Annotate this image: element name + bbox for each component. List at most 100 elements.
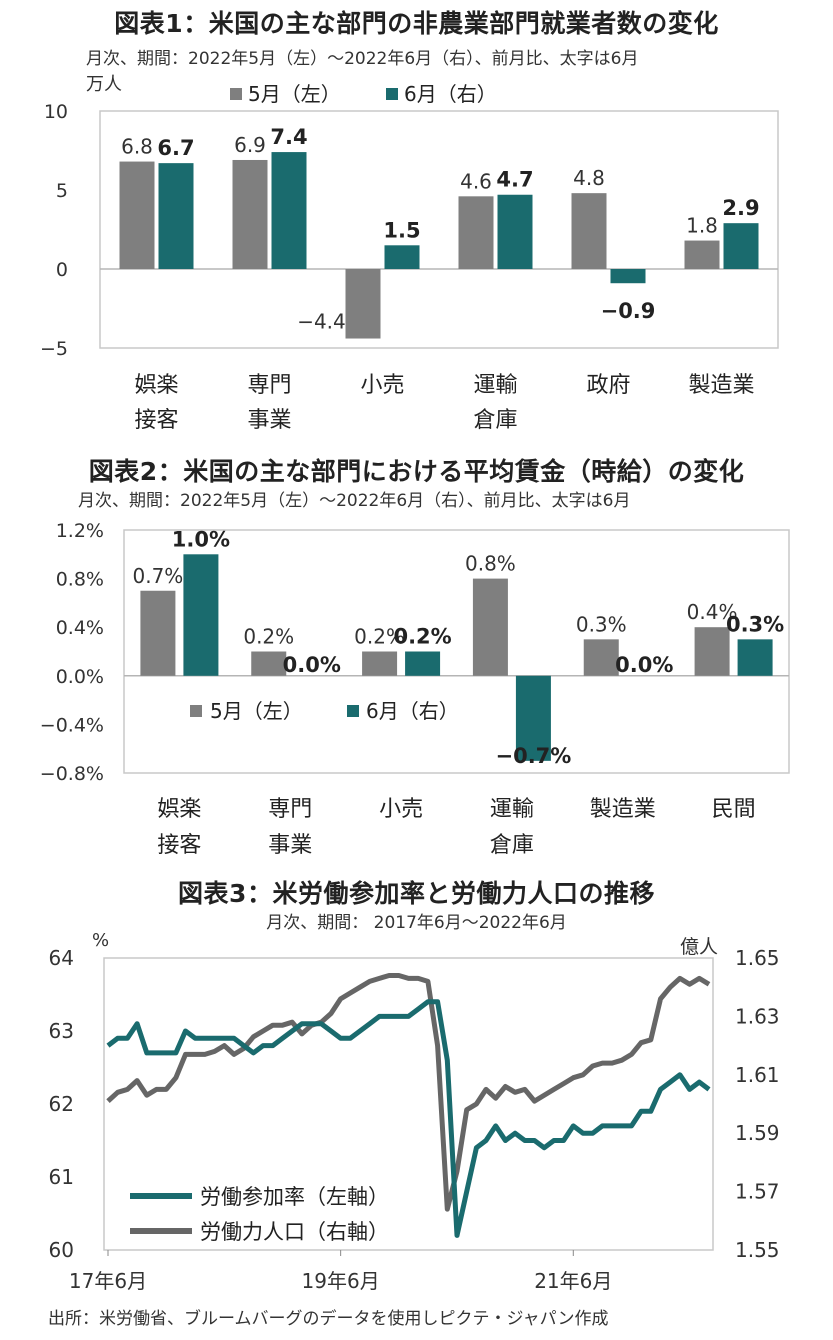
chart2-bar-may [694,627,730,676]
chart1-ytick: −5 [40,338,68,360]
chart1-category: 政府 [586,373,630,398]
chart1-label-jun: 1.5 [383,218,420,242]
chart2-title: 図表2：米国の主な部門における平均賃金（時給）の変化 [88,457,745,486]
chart1-category: 倉庫 [473,408,517,433]
chart2-bar-may [583,639,619,676]
chart1-category: 専門 [247,373,291,398]
chart1-category: 製造業 [688,373,754,398]
source-note: 出所：米労働省、ブルームバーグのデータを使用しピクテ・ジャパン作成 [48,1309,609,1329]
chart2-category: 事業 [268,833,312,858]
chart2-category: 製造業 [590,797,656,822]
chart1-category: 接客 [134,408,178,433]
chart1-bar-may [684,240,720,269]
chart2-legend-jun-swatch [347,705,359,717]
chart2-category: 運輸 [490,797,534,822]
chart2-legend-may: 5月（左） [210,699,303,723]
chart2-bar-may [251,651,287,676]
chart1-frame [99,110,779,349]
chart3-line-participation [106,999,711,1238]
chart2-label-jun: 0.2% [393,625,451,649]
chart2-label-may: 0.4% [687,600,738,624]
chart1-ytick: 5 [56,180,68,202]
chart3-legend-labor-force: 労働力人口（右軸） [200,1220,389,1244]
chart2-category: 民間 [712,797,756,822]
chart2-label-jun: 1.0% [172,527,230,551]
chart2-bar-jun [183,554,219,676]
chart2-bar-jun [737,639,773,676]
chart2-bar-jun [515,675,551,761]
chart1-label-may: 6.9 [234,133,266,157]
chart3-right-ytick: 1.59 [735,1121,780,1145]
chart2-label-jun: 0.0% [615,653,673,677]
chart3-right-ytick: 1.55 [735,1238,780,1262]
chart2-label-may: 0.2% [354,625,405,649]
chart1-bar-jun [497,194,533,269]
chart1-bar-may [232,159,268,269]
chart2-ytick: −0.8% [40,763,104,785]
chart3-legend-participation: 労働参加率（左軸） [200,1185,389,1209]
chart2-category: 娯楽 [157,797,201,822]
chart3-left-ytick: 64 [49,946,74,970]
chart3-left-ytick: 61 [49,1165,74,1189]
chart3-right-ytick: 1.63 [735,1004,780,1028]
chart3-xtick: 17年6月 [69,1269,147,1293]
chart1-bar-jun [723,223,759,269]
chart1-label-jun: 7.4 [270,125,307,149]
chart2-category: 倉庫 [490,833,534,858]
chart1-bar-may [119,161,155,269]
chart1-title: 図表1：米国の主な部門の非農業部門就業者数の変化 [114,9,719,38]
chart1-label-may: 1.8 [686,214,718,238]
chart2-ytick: 0.8% [56,569,104,591]
chart2-category: 小売 [379,797,423,822]
chart2-ytick: 1.2% [56,520,104,542]
chart3-right-unit: 億人 [680,936,719,958]
chart1-legend-jun-swatch [386,88,398,100]
chart2-bar-may [472,578,508,676]
chart3-xtick: 21年6月 [534,1269,612,1293]
chart3-frame [103,957,714,1251]
chart3-line-labor-force [106,973,711,1212]
chart1-category: 事業 [247,408,291,433]
chart2-category: 接客 [157,833,201,858]
chart3-left-ytick: 60 [49,1238,74,1262]
chart1-legend-may-swatch [230,88,242,100]
chart2-bar-may [362,651,398,676]
chart2-frame [123,529,790,774]
chart3-subtitle: 月次、期間： 2017年6月～2022年6月 [266,913,567,933]
chart3-left-ytick: 63 [49,1019,74,1043]
chart2-ytick: 0.0% [56,666,104,688]
chart1-bar-jun [271,152,307,269]
chart2-bar-jun [405,651,441,676]
chart2-legend-jun: 6月（右） [366,699,459,723]
chart3-left-ytick: 62 [49,1092,74,1116]
chart2-label-jun: 0.3% [726,612,784,636]
chart2-legend-may-swatch [190,705,202,717]
chart1-category: 小売 [360,373,404,398]
chart1-bar-jun [158,163,194,269]
chart1-bar-jun [610,269,646,284]
chart2-label-may: 0.8% [465,552,516,576]
chart1-label-may: 6.8 [121,135,153,159]
chart3-xtick: 19年6月 [302,1269,380,1293]
chart2-bar-may [140,590,176,676]
chart1-bar-may [458,196,494,269]
chart1-category: 娯楽 [134,373,178,398]
chart1-bar-may [345,269,381,339]
chart1-label-may: 4.8 [573,166,605,190]
chart1-bar-jun [384,245,420,269]
chart2-label-jun: 0.0% [283,653,341,677]
chart1-label-jun: −0.9 [601,299,656,323]
chart1-label-may: 4.6 [460,169,492,193]
chart2-label-may: 0.2% [243,625,294,649]
chart1-subtitle: 月次、期間：2022年5月（左）～2022年6月（右）、前月比、太字は6月 [86,49,639,69]
chart1-bar-may [571,193,607,269]
chart2-category: 専門 [268,797,312,822]
chart3-left-unit: % [92,930,110,951]
chart3-right-ytick: 1.57 [735,1180,780,1204]
chart1-unit: 万人 [86,74,122,95]
chart2-label-may: 0.7% [133,564,184,588]
chart3-plot: 64 63 62 61 60 1.65 1.63 1.61 1.59 1.57 1.55 17年6月 1… [49,946,780,1293]
chart3-right-ytick: 1.61 [735,1063,780,1087]
chart1-ytick: 0 [56,259,68,281]
